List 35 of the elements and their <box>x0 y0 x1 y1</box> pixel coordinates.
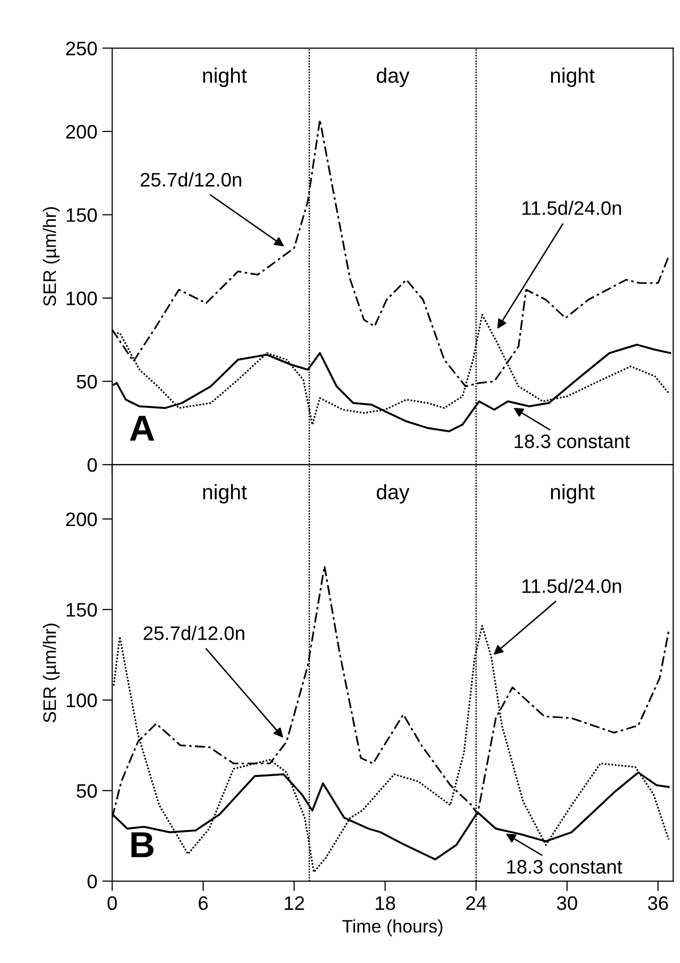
x-tick-label: 0 <box>108 896 117 910</box>
y-tick-label: 150 <box>66 602 97 617</box>
x-tick-label: 30 <box>556 896 578 910</box>
y-tick-label: 50 <box>76 784 97 798</box>
y-tick-label: 0 <box>88 458 97 472</box>
annotation: night <box>203 68 247 88</box>
annotation: 11.5d/24.0n <box>522 200 621 215</box>
y-axis-title: SER (µm/hr) <box>42 624 60 722</box>
annotation: 25.7d/12.0n <box>140 172 242 187</box>
y-tick-label: 150 <box>66 208 97 222</box>
y-tick-label: 100 <box>66 694 97 708</box>
annotation: night <box>551 68 595 88</box>
annotation: 18.3 constant <box>507 860 622 874</box>
annotation: A <box>130 416 154 441</box>
x-tick-label: 12 <box>284 896 304 910</box>
annotation: 25.7d/12.0n <box>144 626 244 640</box>
y-tick-label: 50 <box>76 374 97 389</box>
annotation: 11.5d/24.0n <box>522 578 621 594</box>
y-tick-label: 200 <box>66 124 97 139</box>
annotation: B <box>131 832 154 858</box>
y-axis-title: SER (µm/hr) <box>42 207 60 306</box>
x-axis-title: Time (hours) <box>342 919 442 936</box>
annotation: 18.3 constant <box>514 434 630 448</box>
annotation: night <box>551 484 595 504</box>
x-tick-label: 24 <box>466 896 486 910</box>
y-tick-label: 250 <box>66 42 97 56</box>
y-tick-label: 200 <box>66 512 97 526</box>
x-tick-label: 18 <box>376 896 396 910</box>
annotation: night <box>203 484 247 504</box>
annotation: day <box>376 68 410 88</box>
y-tick-label: 0 <box>88 874 97 888</box>
y-tick-label: 100 <box>66 292 97 306</box>
annotation: day <box>376 484 410 504</box>
x-tick-label: 6 <box>198 896 208 910</box>
x-tick-label: 36 <box>648 896 668 910</box>
